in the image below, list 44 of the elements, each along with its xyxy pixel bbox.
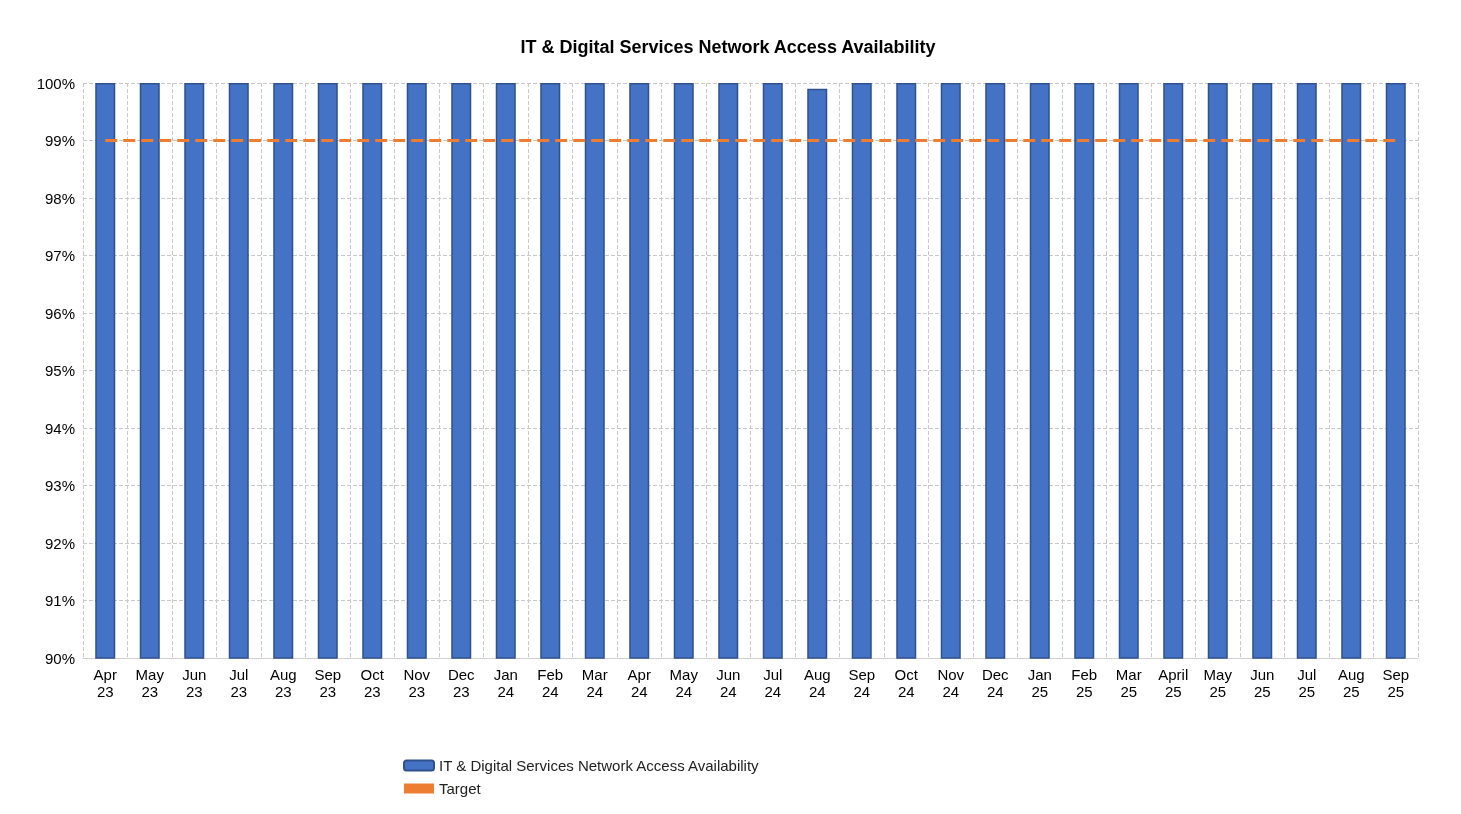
x-tick-label: Feb 25 bbox=[1071, 666, 1098, 700]
x-tick-label: Jul 24 bbox=[763, 666, 783, 700]
legend-label: Target bbox=[439, 780, 482, 797]
x-tick-label: Apr 23 bbox=[93, 666, 117, 700]
x-tick-label: Sep 23 bbox=[314, 666, 342, 700]
y-tick-label: 99% bbox=[44, 132, 75, 149]
x-tick-label: Apr 24 bbox=[627, 666, 651, 700]
y-tick-label: 93% bbox=[44, 477, 75, 494]
x-tick-label: Aug 23 bbox=[269, 666, 297, 700]
x-tick-label: Jun 24 bbox=[716, 666, 741, 700]
x-tick-label: Aug 24 bbox=[803, 666, 831, 700]
y-tick-label: 97% bbox=[44, 247, 75, 264]
x-tick-label: Dec 24 bbox=[981, 666, 1010, 700]
x-tick-label: Oct 24 bbox=[894, 666, 919, 700]
y-tick-label: 91% bbox=[44, 592, 75, 609]
x-tick-label: Nov 24 bbox=[937, 666, 965, 700]
y-tick-label: 96% bbox=[44, 304, 75, 322]
x-tick-label: Aug 25 bbox=[1337, 666, 1365, 700]
x-tick-label: Nov 23 bbox=[403, 666, 431, 700]
x-tick-label: Sep 25 bbox=[1382, 666, 1410, 700]
x-tick-label: Oct 23 bbox=[360, 666, 385, 700]
legend-label: IT & Digital Services Network Access Availability bbox=[439, 757, 760, 774]
x-tick-label: May 25 bbox=[1203, 666, 1233, 700]
y-tick-label: 95% bbox=[44, 362, 75, 379]
x-tick-label: Jan 25 bbox=[1027, 666, 1052, 700]
x-tick-label: Dec 23 bbox=[447, 666, 476, 700]
y-tick-label: 98% bbox=[44, 189, 75, 207]
x-tick-label: May 23 bbox=[135, 666, 165, 700]
x-tick-label: Mar 25 bbox=[1115, 666, 1142, 700]
x-tick-label: Jun 23 bbox=[182, 666, 207, 700]
chart-title: IT & Digital Services Network Access Availability bbox=[520, 37, 936, 57]
x-tick-label: Feb 24 bbox=[537, 666, 564, 700]
x-tick-label: May 24 bbox=[669, 666, 699, 700]
y-tick-label: 100% bbox=[36, 74, 75, 92]
x-tick-label: Jun 25 bbox=[1250, 666, 1275, 700]
y-tick-label: 94% bbox=[44, 419, 75, 437]
x-tick-label: April 25 bbox=[1158, 666, 1189, 700]
x-tick-label: Jul 23 bbox=[229, 666, 249, 700]
x-tick-label: Sep 24 bbox=[848, 666, 876, 700]
y-tick-label: 90% bbox=[44, 649, 75, 667]
x-tick-label: Mar 24 bbox=[581, 666, 608, 700]
x-tick-label: Jul 25 bbox=[1297, 666, 1317, 700]
x-tick-label: Jan 24 bbox=[493, 666, 518, 700]
y-tick-label: 92% bbox=[44, 534, 75, 552]
